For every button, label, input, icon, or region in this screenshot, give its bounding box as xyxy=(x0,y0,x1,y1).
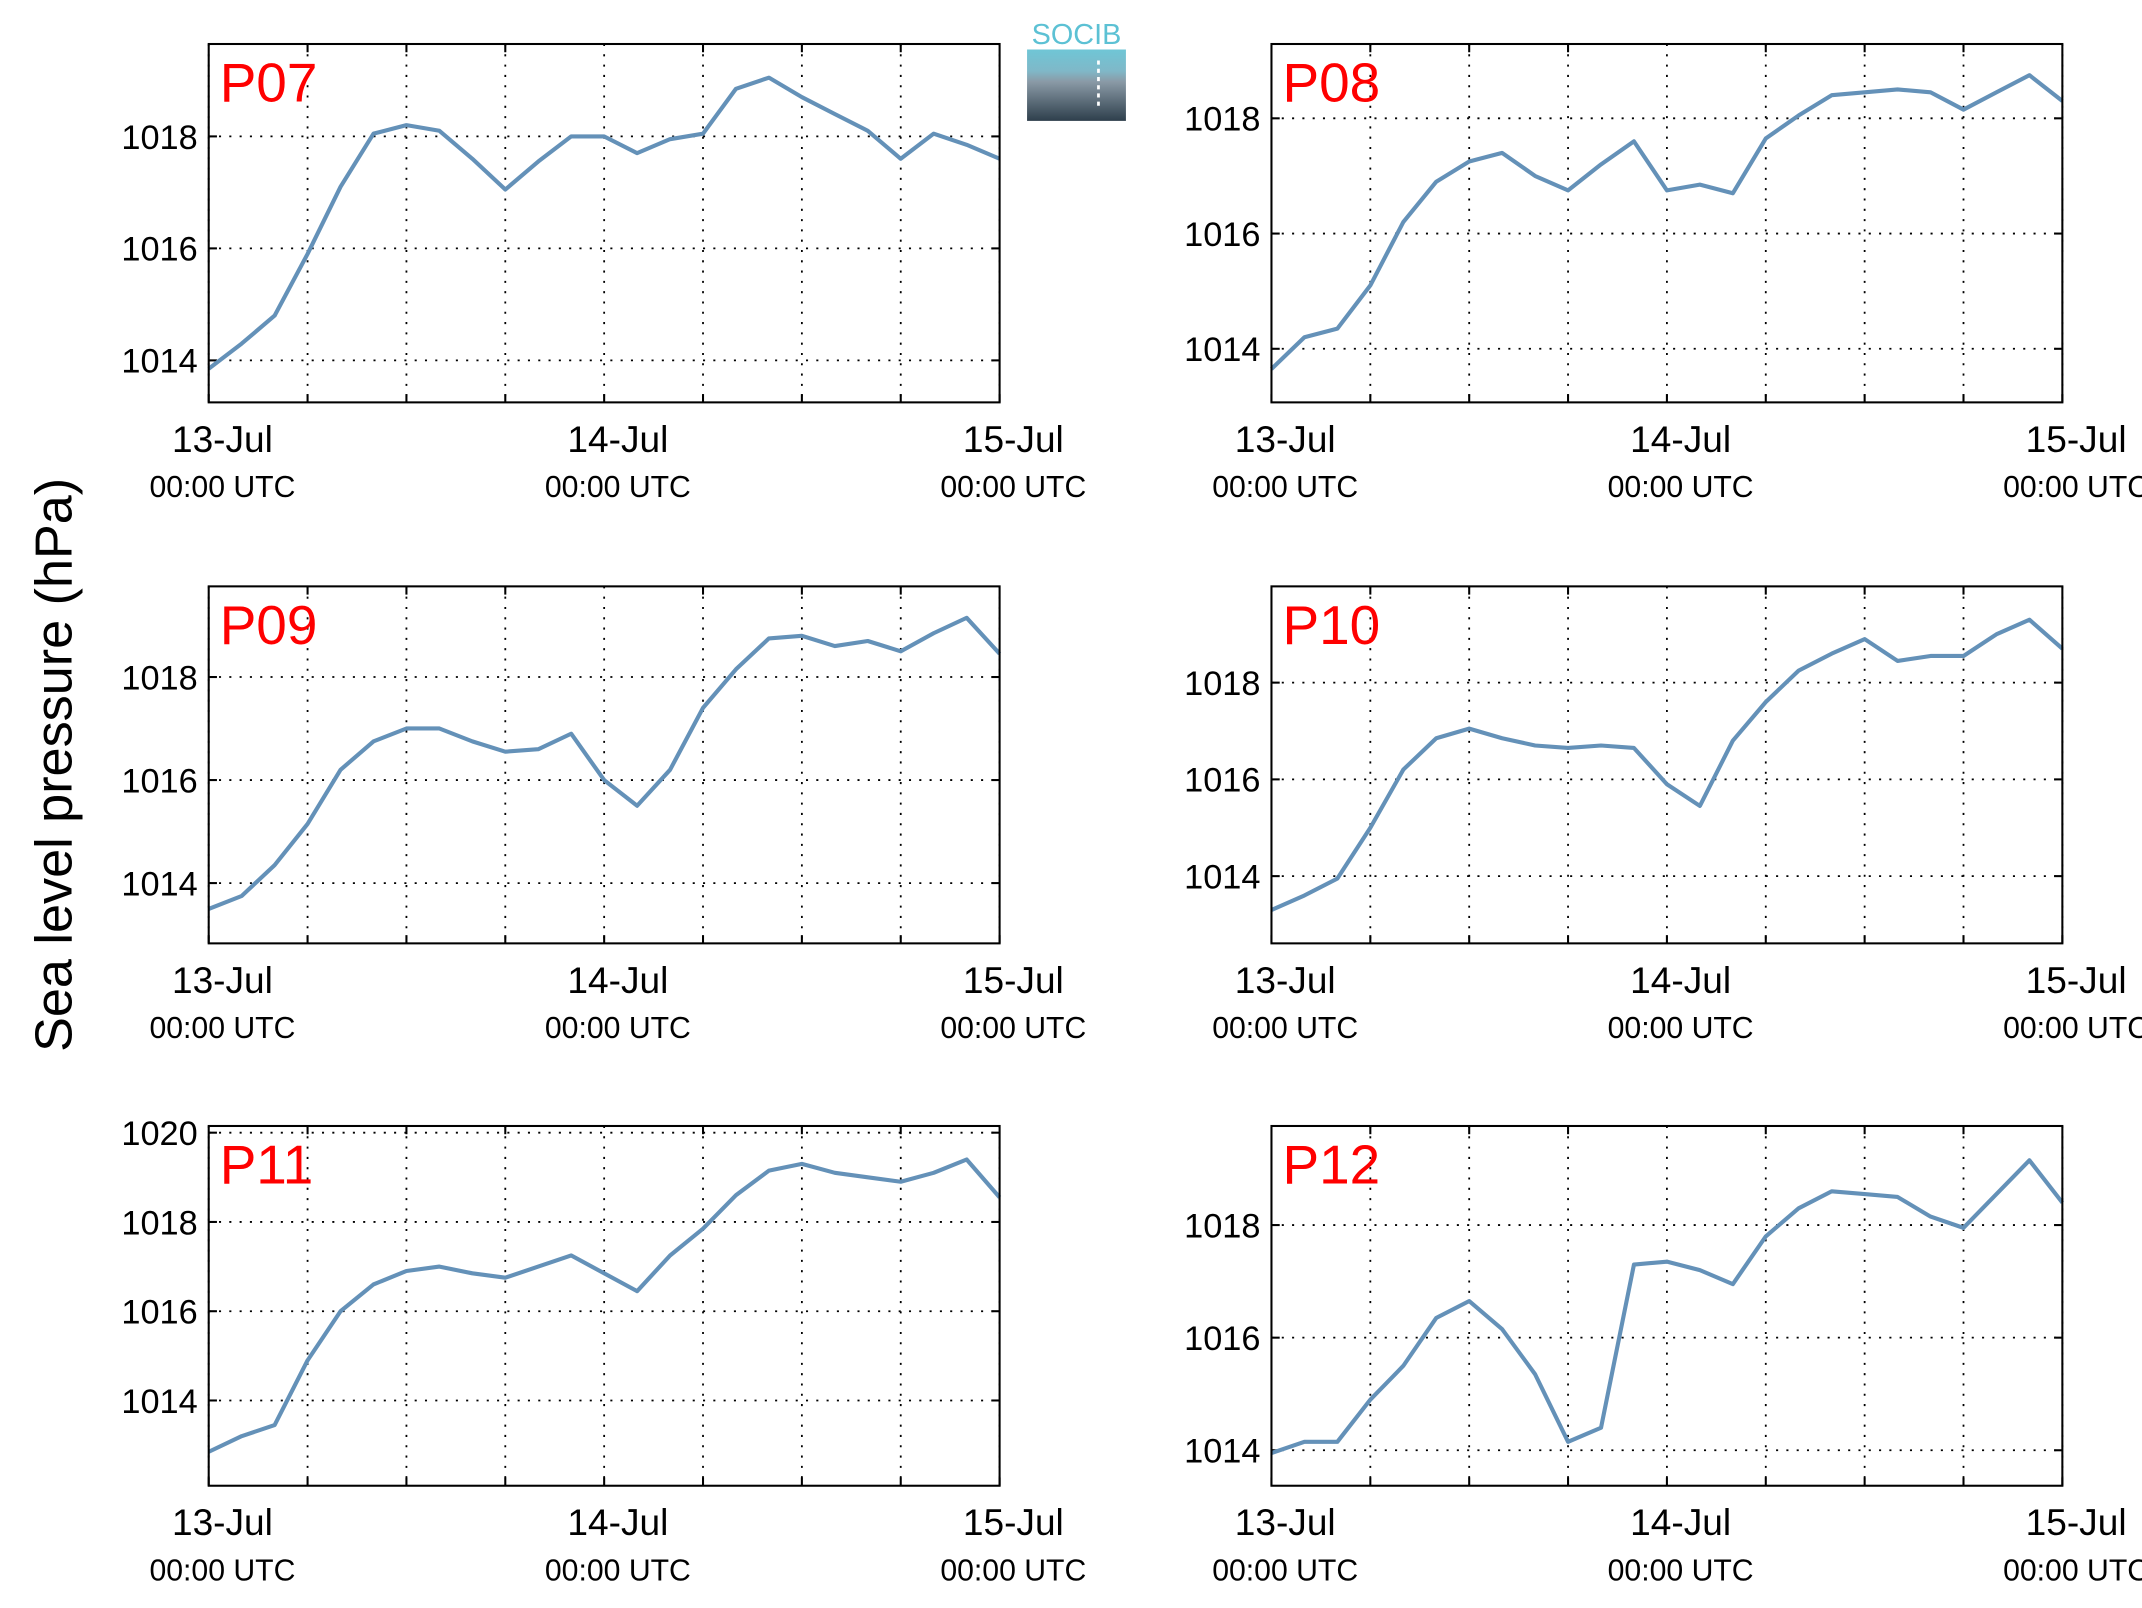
x-tick-sublabel: 00:00 UTC xyxy=(1212,471,1358,504)
x-tick-label: 13-Jul xyxy=(172,418,273,460)
y-tick-label: 1018 xyxy=(1184,665,1260,703)
y-tick-label: 1016 xyxy=(121,1294,197,1332)
y-tick-label: 1016 xyxy=(1184,1320,1260,1358)
x-tick-label: 15-Jul xyxy=(963,959,1064,1001)
x-tick-label: 14-Jul xyxy=(1630,1501,1731,1543)
data-line xyxy=(207,1157,1002,1454)
plot-frame xyxy=(207,585,1001,945)
logo-graphic xyxy=(1027,49,1126,121)
plot-frame xyxy=(207,42,1001,404)
x-tick-label: 15-Jul xyxy=(2026,959,2127,1001)
x-tick-label: 14-Jul xyxy=(1630,418,1731,460)
y-tick-label: 1018 xyxy=(121,1204,197,1242)
x-tick-sublabel: 00:00 UTC xyxy=(2003,471,2142,504)
x-tick-sublabel: 00:00 UTC xyxy=(545,1012,691,1045)
plot-frame xyxy=(207,1124,1001,1487)
y-tick-label: 1016 xyxy=(1184,762,1260,800)
y-tick-label: 1020 xyxy=(121,1115,197,1153)
panel-title: P10 xyxy=(1282,594,1380,656)
x-tick-sublabel: 00:00 UTC xyxy=(149,1012,295,1045)
y-axis-label: Sea level pressure (hPa) xyxy=(25,478,83,1052)
panel: 1014 1016 1018 1020 13-Jul 00:00 UTC 14-Jul 00:… xyxy=(121,1115,1086,1587)
x-tick-sublabel: 00:00 UTC xyxy=(940,1554,1086,1587)
y-tick-label: 1014 xyxy=(121,343,197,381)
x-tick-sublabel: 00:00 UTC xyxy=(940,1012,1086,1045)
data-line xyxy=(1270,617,2064,912)
x-tick-sublabel: 00:00 UTC xyxy=(1608,471,1754,504)
x-tick-sublabel: 00:00 UTC xyxy=(545,471,691,504)
y-tick-label: 1014 xyxy=(1184,331,1260,369)
panel: 1014 1016 1018 13-Jul 00:00 UTC 14-Jul 00:00 U… xyxy=(121,42,1086,504)
x-tick-label: 14-Jul xyxy=(567,959,668,1001)
plot-frame xyxy=(1270,42,2064,404)
x-tick-label: 13-Jul xyxy=(172,1501,273,1543)
x-tick-sublabel: 00:00 UTC xyxy=(1608,1012,1754,1045)
x-tick-sublabel: 00:00 UTC xyxy=(149,471,295,504)
panel-title: P12 xyxy=(1282,1134,1380,1196)
x-tick-sublabel: 00:00 UTC xyxy=(1608,1554,1754,1587)
x-tick-sublabel: 00:00 UTC xyxy=(149,1554,295,1587)
panel-title: P11 xyxy=(220,1134,314,1196)
x-tick-label: 14-Jul xyxy=(1630,959,1731,1001)
logo-text: SOCIB xyxy=(1032,19,1122,51)
panel-title: P09 xyxy=(220,594,318,656)
plot-frame xyxy=(1270,585,2064,945)
data-line xyxy=(1270,1158,2064,1456)
panel: 1014 1016 1018 13-Jul 00:00 UTC 14-Jul 00:00 U… xyxy=(1184,585,2142,1045)
x-tick-sublabel: 00:00 UTC xyxy=(2003,1012,2142,1045)
y-tick-label: 1016 xyxy=(1184,216,1260,254)
data-line xyxy=(1270,73,2064,371)
x-tick-label: 14-Jul xyxy=(567,1501,668,1543)
data-line xyxy=(207,75,1001,371)
y-tick-label: 1018 xyxy=(121,659,197,697)
x-tick-label: 13-Jul xyxy=(1235,418,1336,460)
x-tick-label: 13-Jul xyxy=(1235,959,1336,1001)
panel-title: P08 xyxy=(1282,52,1380,114)
x-tick-label: 15-Jul xyxy=(2026,418,2127,460)
plot-frame xyxy=(1270,1124,2064,1487)
y-tick-label: 1016 xyxy=(121,231,197,269)
x-tick-label: 14-Jul xyxy=(567,418,668,460)
x-tick-sublabel: 00:00 UTC xyxy=(545,1554,691,1587)
y-tick-label: 1014 xyxy=(121,865,197,903)
x-tick-sublabel: 00:00 UTC xyxy=(1212,1554,1358,1587)
x-tick-label: 15-Jul xyxy=(963,1501,1064,1543)
panel: 1014 1016 1018 13-Jul 00:00 UTC 14-Jul 00:00 U… xyxy=(121,585,1086,1045)
panel: 1014 1016 1018 13-Jul 00:00 UTC 14-Jul 00:00 U… xyxy=(1184,1124,2142,1587)
x-tick-label: 13-Jul xyxy=(1235,1501,1336,1543)
x-tick-sublabel: 00:00 UTC xyxy=(940,471,1086,504)
x-tick-label: 15-Jul xyxy=(2026,1501,2127,1543)
x-tick-label: 15-Jul xyxy=(963,418,1064,460)
y-tick-label: 1018 xyxy=(121,119,197,157)
panel-title: P07 xyxy=(220,52,318,114)
logo: SOCIB xyxy=(1027,19,1126,121)
x-tick-sublabel: 00:00 UTC xyxy=(2003,1554,2142,1587)
y-tick-label: 1014 xyxy=(1184,1433,1260,1471)
panel: 1014 1016 1018 13-Jul 00:00 UTC 14-Jul 00:00 U… xyxy=(1184,42,2142,504)
data-line xyxy=(207,615,1002,911)
y-tick-label: 1018 xyxy=(1184,1207,1260,1245)
y-tick-label: 1014 xyxy=(1184,858,1260,896)
y-tick-label: 1014 xyxy=(121,1383,197,1421)
x-tick-sublabel: 00:00 UTC xyxy=(1212,1012,1358,1045)
x-tick-label: 13-Jul xyxy=(172,959,273,1001)
y-tick-label: 1018 xyxy=(1184,101,1260,139)
y-tick-label: 1016 xyxy=(121,762,197,800)
